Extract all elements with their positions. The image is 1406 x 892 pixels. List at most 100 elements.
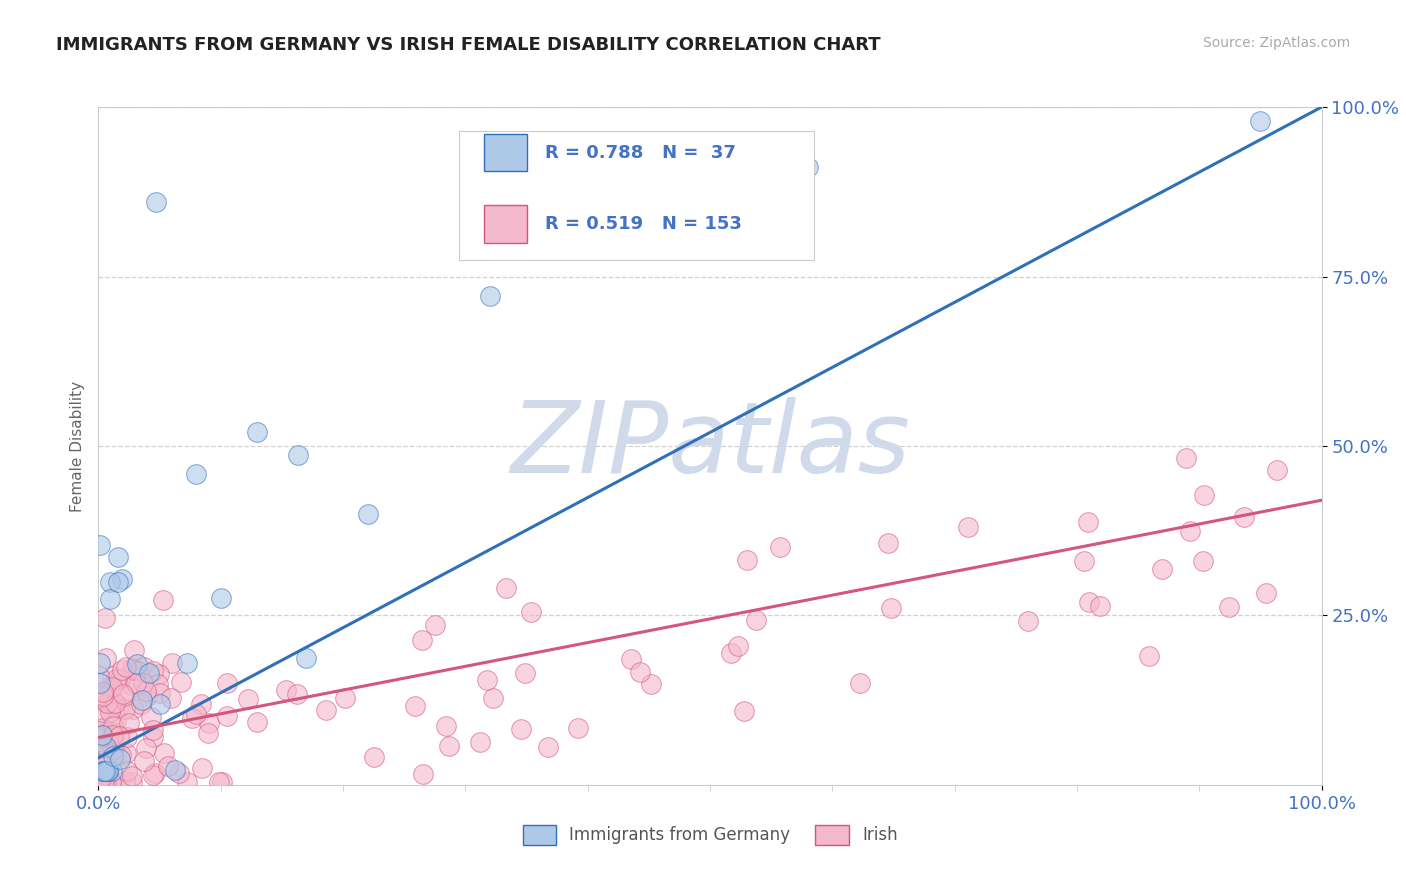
Point	[745, 613, 768, 627]
Point	[100, 774, 122, 789]
Point	[769, 540, 792, 554]
Point	[148, 666, 170, 681]
Point	[107, 575, 129, 590]
Point	[411, 632, 433, 647]
Point	[163, 763, 186, 777]
Point	[127, 657, 149, 671]
Point	[110, 747, 132, 762]
Point	[93, 774, 115, 789]
Point	[135, 689, 157, 703]
Point	[620, 652, 643, 666]
Point	[1192, 554, 1215, 568]
Point	[640, 677, 662, 691]
Text: ZIPatlas: ZIPatlas	[510, 398, 910, 494]
Point	[1256, 586, 1278, 600]
Point	[98, 706, 121, 720]
Point	[735, 553, 758, 567]
Y-axis label: Female Disability: Female Disability	[69, 380, 84, 512]
Point	[121, 769, 143, 783]
Point	[90, 771, 112, 785]
Point	[104, 714, 127, 728]
Point	[127, 664, 149, 678]
Point	[211, 774, 233, 789]
Point	[93, 774, 115, 789]
Point	[135, 683, 157, 698]
Point	[475, 673, 498, 688]
Point	[198, 715, 221, 730]
Point	[100, 701, 122, 715]
Point	[93, 768, 115, 782]
Point	[114, 746, 136, 760]
Point	[1150, 562, 1173, 576]
Legend: Immigrants from Germany, Irish: Immigrants from Germany, Irish	[516, 819, 904, 851]
Point	[1088, 599, 1111, 613]
Point	[1077, 515, 1099, 529]
Point	[89, 538, 111, 552]
Point	[215, 676, 238, 690]
Point	[108, 672, 131, 686]
Point	[197, 725, 219, 739]
Point	[94, 611, 117, 625]
Point	[170, 675, 193, 690]
Point	[153, 746, 176, 760]
Point	[111, 664, 134, 678]
Point	[437, 739, 460, 753]
Point	[101, 748, 124, 763]
Point	[1017, 614, 1039, 628]
Point	[287, 448, 309, 462]
Point	[139, 710, 162, 724]
Point	[108, 698, 131, 713]
Point	[104, 738, 127, 752]
Point	[146, 677, 169, 691]
Point	[104, 697, 127, 711]
Point	[236, 692, 259, 706]
Point	[876, 536, 898, 550]
Point	[129, 697, 152, 711]
Point	[1174, 450, 1197, 465]
Point	[149, 686, 172, 700]
Point	[124, 676, 146, 690]
Point	[142, 664, 165, 678]
Point	[93, 764, 115, 779]
Point	[96, 696, 118, 710]
Point	[628, 665, 651, 679]
Point	[89, 669, 111, 683]
Point	[190, 697, 212, 711]
Point	[114, 660, 136, 674]
Point	[434, 719, 457, 733]
Point	[118, 715, 141, 730]
Bar	[484, 205, 526, 243]
Point	[107, 549, 129, 564]
Bar	[484, 134, 526, 171]
Point	[152, 592, 174, 607]
Point	[160, 691, 183, 706]
Point	[132, 676, 155, 690]
Point	[91, 773, 114, 788]
Point	[94, 774, 117, 789]
Point	[167, 765, 190, 780]
Point	[956, 519, 979, 533]
Point	[246, 425, 269, 439]
Point	[89, 676, 111, 690]
Point	[1218, 599, 1240, 614]
Point	[93, 764, 115, 779]
Point	[89, 724, 111, 739]
Point	[94, 690, 117, 704]
Point	[101, 696, 124, 710]
Point	[1073, 554, 1095, 568]
Point	[1192, 488, 1215, 502]
Point	[478, 289, 501, 303]
Point	[89, 656, 111, 670]
Point	[141, 723, 163, 738]
Point	[112, 687, 135, 701]
Point	[287, 687, 309, 701]
Point	[94, 650, 117, 665]
Point	[89, 690, 111, 705]
Point	[1077, 595, 1099, 609]
Point	[132, 659, 155, 673]
Point	[333, 690, 356, 705]
Point	[215, 709, 238, 723]
Text: R = 0.519   N = 153: R = 0.519 N = 153	[546, 215, 742, 233]
Point	[276, 682, 298, 697]
Point	[186, 467, 208, 481]
